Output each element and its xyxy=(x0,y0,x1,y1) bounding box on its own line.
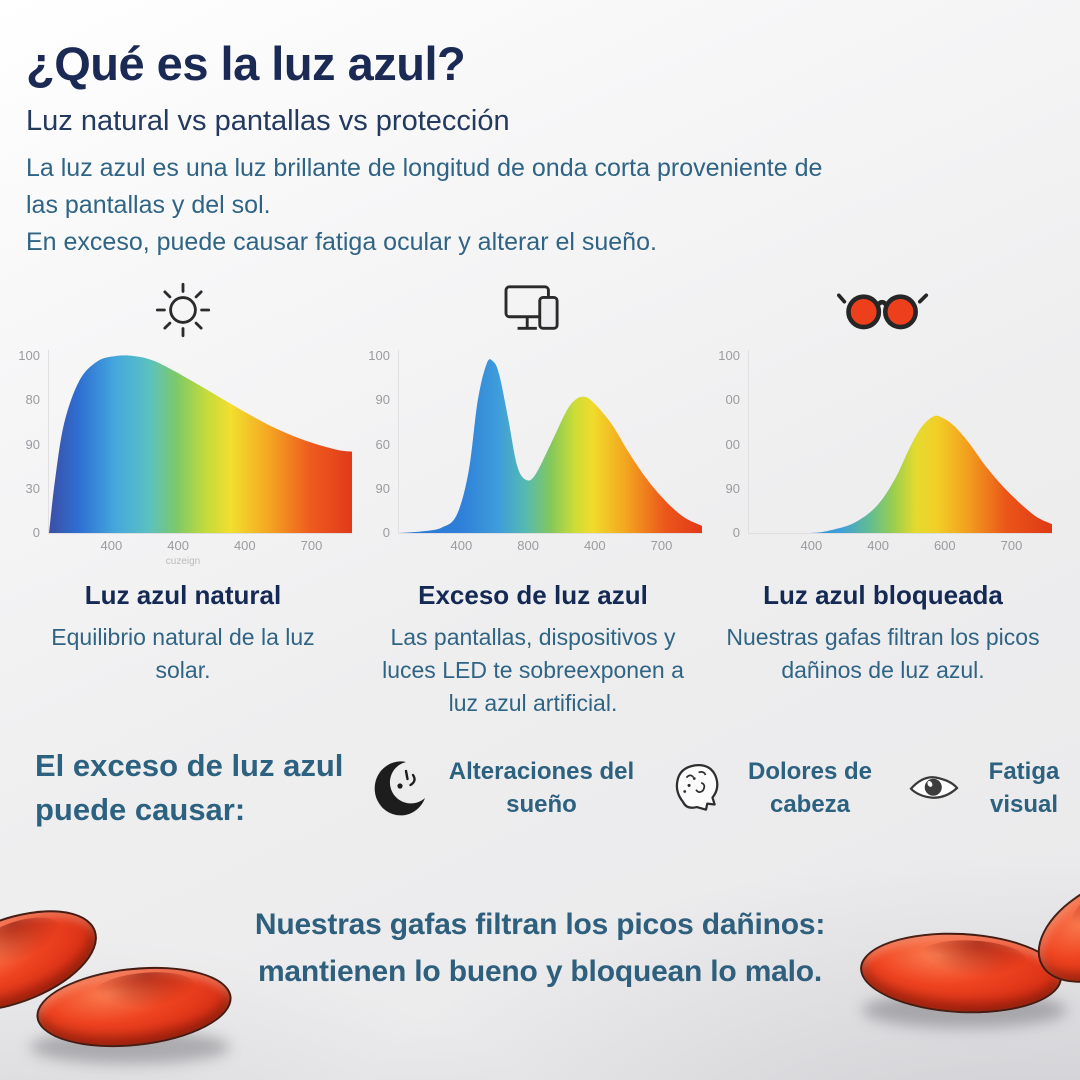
effect-label-headache: Dolores de cabeza xyxy=(747,758,873,818)
intro-line-1: La luz azul es una luz brillante de long… xyxy=(26,154,823,182)
effect-label-sleep: Alteraciones del sueño xyxy=(448,758,635,818)
effects-section: El exceso de luz azul puede causar: Alte… xyxy=(0,744,1080,832)
footer-line-1: Nuestras gafas filtran los picos dañinos… xyxy=(254,908,826,941)
chart-blocked: 100 00 00 90 0 400 400 600 700 Luz azul bloquea… xyxy=(708,278,1058,720)
x-axis-ticks: 400 800 400 700 xyxy=(450,538,673,553)
chart-natural: 100 80 90 30 0 400 400 400 700 cuzeign Luz azul… xyxy=(8,278,358,720)
x-axis-ticks: 400 400 600 700 xyxy=(800,538,1023,553)
crescent-moon-icon xyxy=(369,757,429,819)
chart-title-natural: Luz azul natural xyxy=(84,580,282,610)
effect-label-eyestrain: Fatiga visual xyxy=(988,758,1060,818)
effect-sleep: Alteraciones del sueño xyxy=(369,755,644,821)
footer-line-2: mantienen lo bueno y bloquean lo malo. xyxy=(257,955,823,988)
chart-desc-excess: Las pantallas, dispositivos y luces LED … xyxy=(382,624,684,716)
header: ¿Qué es la luz azul? Luz natural vs pant… xyxy=(26,36,1046,261)
chart-desc-blocked: Nuestras gafas filtran los picos dañinos… xyxy=(726,624,1040,683)
spectrum-area-natural xyxy=(48,350,352,534)
intro-text: La luz azul es una luz brillante de long… xyxy=(26,150,1046,261)
sun-icon xyxy=(8,278,358,342)
intro-line-3: En exceso, puede causar fatiga ocular y … xyxy=(26,228,657,256)
sunglasses-icon xyxy=(708,278,1058,342)
charts-row: 100 80 90 30 0 400 400 400 700 cuzeign Luz azul… xyxy=(8,278,1074,720)
footer-headline: Nuestras gafas filtran los picos dañinos… xyxy=(0,901,1080,995)
page-title: ¿Qué es la luz azul? xyxy=(26,37,466,90)
effect-eyestrain: Fatiga visual xyxy=(908,755,1080,821)
chart-title-excess: Exceso de luz azul xyxy=(418,580,648,610)
chart-desc-natural: Equilibrio natural de la luz solar. xyxy=(51,624,315,683)
spectrum-plot-natural: 100 80 90 30 0 xyxy=(8,348,358,540)
spectrum-plot-blocked: 100 00 00 90 0 xyxy=(708,348,1058,540)
effect-headache: Dolores de cabeza xyxy=(670,755,890,821)
head-brain-icon xyxy=(670,761,722,815)
spectrum-area-blocked xyxy=(748,350,1052,534)
chart-title-blocked: Luz azul bloqueada xyxy=(763,580,1003,610)
intro-line-2: las pantallas y del sol. xyxy=(26,191,271,219)
effects-heading: El exceso de luz azul puede causar: xyxy=(35,748,344,827)
y-axis-ticks: 100 00 00 90 0 xyxy=(718,348,740,540)
page-subtitle: Luz natural vs pantallas vs protección xyxy=(26,105,510,137)
y-axis-ticks: 100 80 90 30 0 xyxy=(18,348,40,540)
y-axis-ticks: 100 90 60 90 0 xyxy=(368,348,390,540)
x-axis-ticks: 400 400 400 700 xyxy=(100,538,323,553)
spectrum-area-excess xyxy=(398,350,702,534)
eye-icon xyxy=(908,771,960,805)
chart-watermark: cuzeign xyxy=(165,556,201,567)
devices-icon xyxy=(358,278,708,342)
chart-excess: 100 90 60 90 0 400 800 400 700 Exceso de luz az… xyxy=(358,278,708,720)
spectrum-plot-excess: 100 90 60 90 0 xyxy=(358,348,708,540)
